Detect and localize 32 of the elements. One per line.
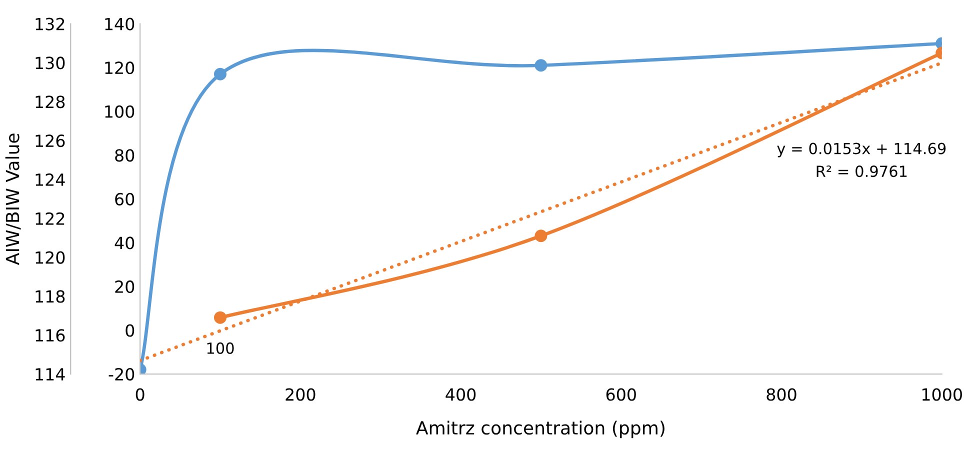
annotation: R² = 0.9761 [816,166,907,178]
x-tick-label: 600 [606,388,636,401]
y2-tick-label: 0 [126,324,134,337]
y-tick-label: 120 [36,251,65,264]
y-tick-label: 124 [36,173,65,186]
y2-tick-label: 40 [114,236,134,250]
y-tick-label: 132 [36,18,64,30]
y-tick-label: 116 [36,329,65,342]
point [214,311,226,324]
y2-tick-label: 120 [105,62,134,74]
y2-tick-label: 20 [115,280,134,294]
y-tick-label: 130 [36,56,65,70]
x-tick-label: 200 [286,388,316,401]
y-tick-label: 122 [36,212,64,225]
x-axis-title: Amitrz concentration (ppm) [416,420,664,438]
y2-tick-label: 60 [115,192,134,206]
point [534,230,548,242]
y-tick-label: 114 [36,368,65,380]
x-tick-label: 400 [446,388,476,401]
y-axis-title: AIW/BIW Value [5,134,21,266]
x-tick-label: 800 [766,388,796,401]
y2-tick-label: 100 [105,105,134,118]
y-tick-label: 126 [36,134,65,148]
y-tick-label: 128 [36,96,65,108]
x-tick-label: 1000 [922,388,962,401]
y2-tick-label: 140 [105,18,134,30]
y2-tick-label: -20 [108,368,134,381]
y2-tick-label: 80 [115,149,134,162]
annotation: 100 [207,342,234,354]
y-tick-label: 118 [36,290,65,303]
annotation: y = 0.0153x + 114.69 [777,142,946,158]
x-tick-label: 0 [136,388,144,401]
